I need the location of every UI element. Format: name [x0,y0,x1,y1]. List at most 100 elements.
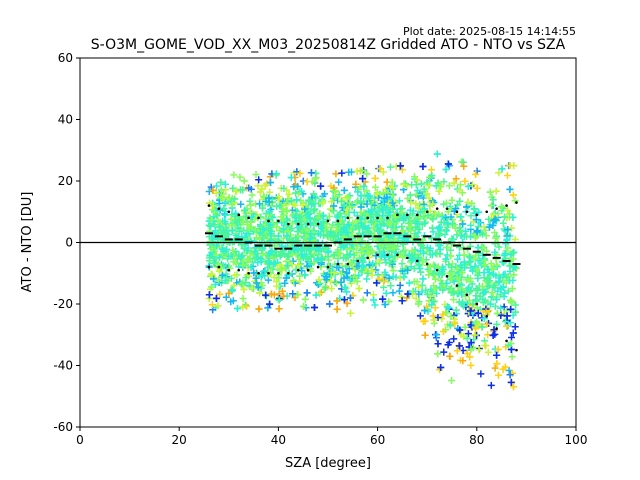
data-point [208,245,216,253]
data-point [275,237,283,245]
lower-sigma-marker [296,268,300,272]
data-point [268,247,276,255]
data-point [467,212,475,220]
data-point [209,186,217,194]
upper-sigma-marker [406,213,409,217]
data-point [321,190,329,198]
data-point [265,259,273,267]
data-point [504,244,512,252]
data-point [436,223,444,231]
data-point [367,200,375,208]
lower-sigma-marker [376,253,379,257]
data-point [425,182,433,190]
data-point [481,261,489,269]
data-point [252,274,260,282]
y-tick-label: 0 [65,236,73,250]
data-point [504,287,512,295]
data-point [221,276,229,284]
data-point [497,304,505,312]
chart-title: S-O3M_GOME_VOD_XX_M03_20250814Z Gridded … [91,37,566,53]
data-point [434,179,442,187]
plot-area [79,57,577,428]
data-point [227,274,235,282]
data-point [428,172,436,180]
data-point [340,186,348,194]
data-point [504,206,512,214]
data-point [283,186,291,194]
data-point [299,201,307,209]
data-point [479,298,487,306]
data-point [452,175,460,183]
data-point [294,224,302,232]
upper-sigma-marker [267,219,270,223]
data-point [419,258,427,266]
data-point [473,227,481,235]
data-point [223,230,231,238]
data-point [447,312,455,320]
data-point [481,226,489,234]
data-point [423,302,431,310]
data-point [354,188,362,196]
data-point [489,196,497,204]
data-point [472,216,480,224]
data-point [266,208,274,216]
data-point [508,285,516,293]
data-point [239,303,247,311]
data-point [375,194,383,202]
data-point [237,186,245,194]
data-point [478,323,486,331]
data-point [474,309,482,317]
data-point [261,267,269,275]
data-point [379,219,387,227]
data-point [250,269,258,277]
data-point [412,191,420,199]
data-point [429,200,437,208]
lower-sigma-marker [435,268,439,272]
data-point [398,223,406,231]
data-point [456,197,464,205]
data-point [289,290,297,298]
data-point [352,180,360,188]
data-point [495,169,503,177]
data-point [326,300,334,308]
data-point [359,253,367,261]
data-point [210,259,218,267]
data-point [385,233,393,241]
data-point [438,315,446,323]
data-point [332,193,340,201]
data-point [258,246,266,254]
data-point [462,292,470,300]
data-point [207,222,215,230]
data-point [218,193,226,201]
data-point [301,216,309,224]
data-point [412,294,420,302]
upper-sigma-marker [505,204,508,207]
data-point [404,266,412,274]
data-point [266,300,274,308]
data-point [317,255,325,263]
data-point [486,277,494,285]
data-point [287,197,295,205]
data-point [327,277,335,285]
data-point [340,296,348,304]
data-point [272,170,280,178]
data-point [241,279,249,287]
data-point [368,247,376,255]
data-point [241,206,249,214]
data-point [431,285,439,293]
x-tick-label: 80 [469,433,484,447]
data-point [492,234,500,242]
data-point [477,370,485,378]
y-tick-label: -40 [53,359,73,373]
data-point [502,273,510,281]
data-point [414,186,422,194]
data-point [480,269,488,277]
data-point [247,218,255,226]
data-point [275,274,283,282]
data-point [347,309,355,317]
data-point [251,248,259,256]
data-point [385,259,393,267]
data-point [428,224,436,232]
data-point [391,243,399,251]
